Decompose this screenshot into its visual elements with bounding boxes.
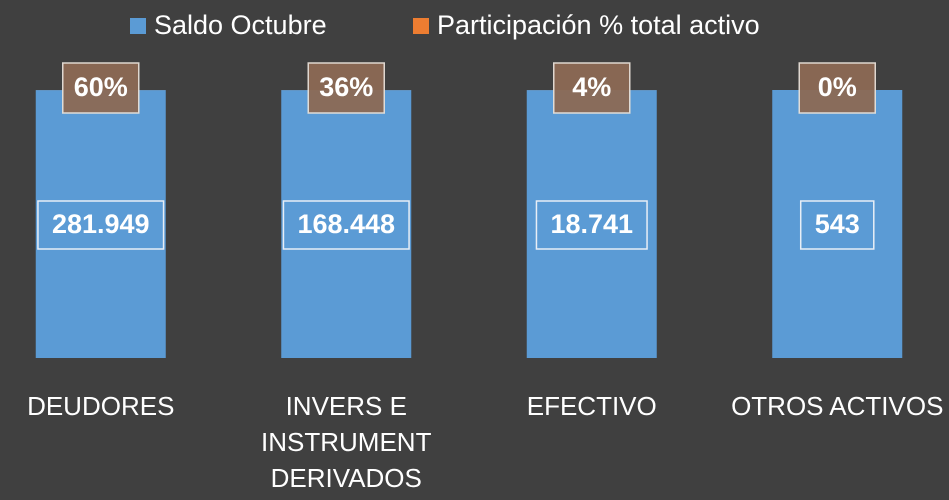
x-tick-label: INVERS E INSTRUMENT DERIVADOS xyxy=(261,391,432,493)
legend-swatch xyxy=(413,18,429,34)
label-box xyxy=(798,62,876,114)
bar-segment xyxy=(281,90,412,359)
label-box xyxy=(553,62,631,114)
bar-segment xyxy=(526,90,657,358)
bar-segment xyxy=(772,90,903,358)
data-label: 60% xyxy=(74,72,128,102)
x-tick-label: OTROS ACTIVOS xyxy=(731,391,944,421)
bar-segment xyxy=(35,90,166,359)
data-label: 281.949 xyxy=(52,209,150,239)
x-tick-label: EFECTIVO xyxy=(526,391,657,421)
legend-swatch xyxy=(130,18,146,34)
label-box xyxy=(282,200,410,250)
legend-label: Saldo Octubre xyxy=(154,10,327,40)
x-tick-label: DEUDORES xyxy=(27,391,175,421)
data-label: 18.741 xyxy=(550,209,633,239)
data-label: 168.448 xyxy=(297,209,395,239)
data-label: 543 xyxy=(815,209,860,239)
label-box xyxy=(535,200,648,250)
label-box xyxy=(307,62,385,114)
legend-label: Participación % total activo xyxy=(437,10,760,40)
label-box xyxy=(62,62,140,114)
data-label: 36% xyxy=(319,72,373,102)
data-label: 4% xyxy=(572,72,611,102)
label-box xyxy=(799,200,875,250)
data-label: 0% xyxy=(818,72,857,102)
label-box xyxy=(37,200,165,250)
